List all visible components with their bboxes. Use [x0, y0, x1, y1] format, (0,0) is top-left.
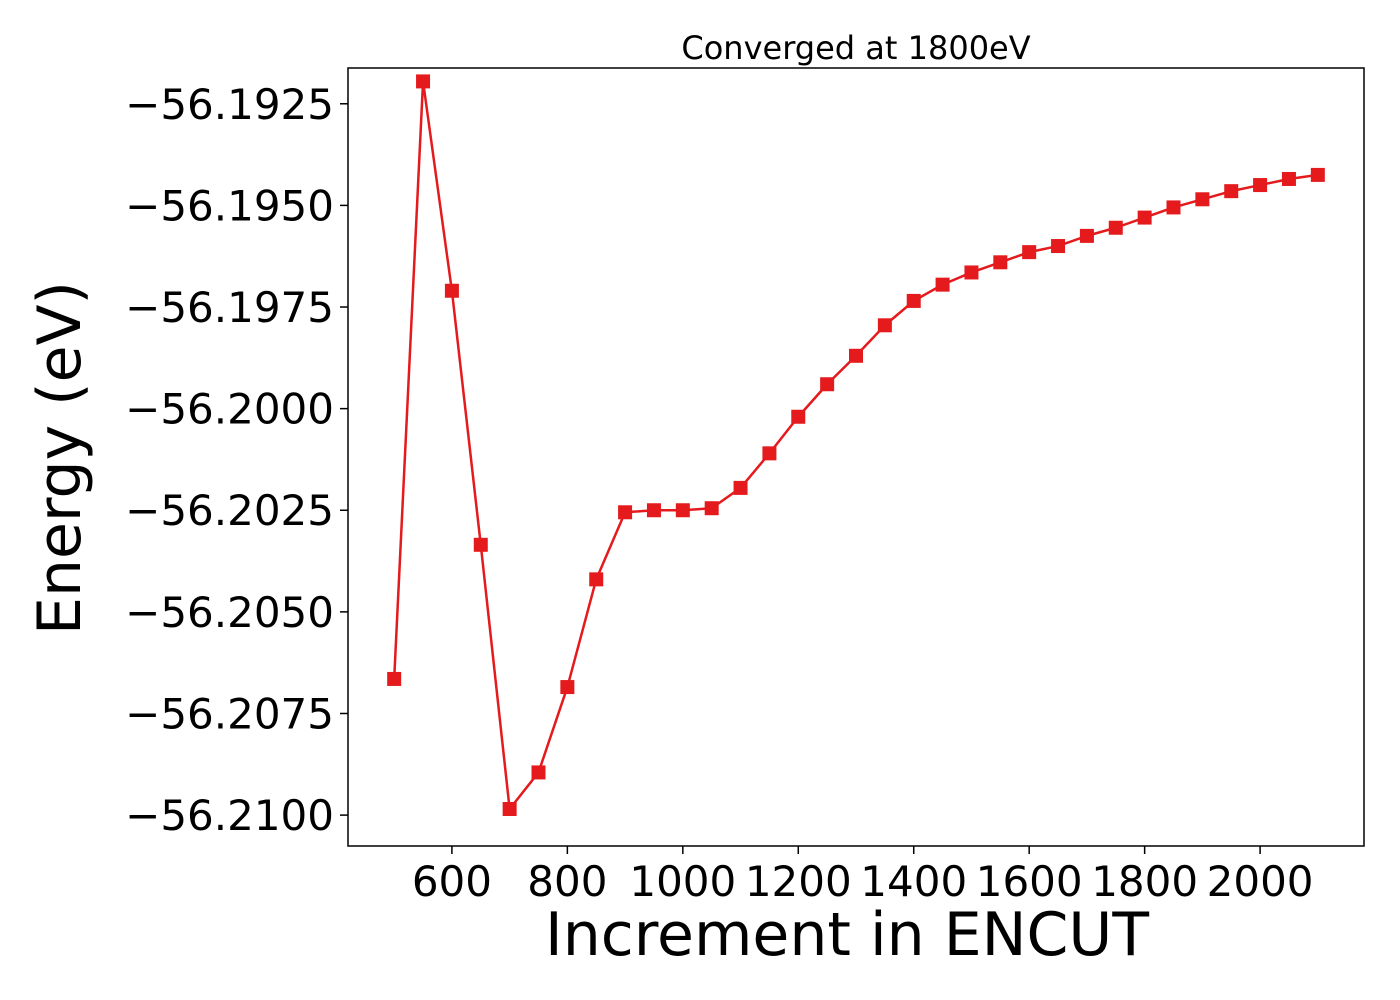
x-tick-label: 600: [412, 857, 492, 906]
data-point: [1051, 239, 1066, 254]
x-axis: 600 800 1000 1200 1400 1600 1800 2000: [412, 846, 1314, 906]
data-point: [618, 505, 633, 520]
y-tick-label: −56.2025: [125, 486, 334, 535]
x-tick-label: 1200: [745, 857, 852, 906]
x-tick-label: 800: [527, 857, 607, 906]
data-point: [704, 501, 719, 516]
y-tick-label: −56.1950: [125, 181, 334, 230]
data-point: [675, 503, 690, 518]
data-point: [1253, 178, 1268, 193]
data-point: [473, 537, 488, 552]
y-axis-label: Energy (eV): [25, 281, 95, 635]
data-point: [906, 293, 921, 308]
x-tick-label: 1400: [860, 857, 967, 906]
data-point: [820, 377, 835, 392]
x-tick-label: 2000: [1207, 857, 1314, 906]
y-tick-label: −56.1975: [125, 283, 334, 332]
x-axis-label: Increment in ENCUT: [545, 900, 1149, 970]
data-point: [1166, 200, 1181, 215]
data-point: [560, 680, 575, 695]
data-point: [791, 409, 806, 424]
data-point: [993, 255, 1008, 270]
data-point: [1281, 171, 1296, 186]
y-tick-label: −56.2075: [125, 689, 334, 738]
data-point: [762, 446, 777, 461]
data-point: [877, 318, 892, 333]
data-point: [1310, 167, 1325, 182]
data-point: [849, 348, 863, 363]
data-point: [1195, 192, 1210, 207]
plot-area: [387, 74, 1325, 817]
series-line: [392, 80, 1318, 811]
data-point: [387, 671, 402, 686]
plot-frame: [347, 67, 1365, 847]
data-point: [733, 480, 748, 495]
x-tick-label: 1000: [629, 857, 736, 906]
y-axis: −56.1925 −56.1950 −56.1975 −56.2000 −56.2025…: [125, 80, 348, 840]
data-point: [1137, 210, 1152, 225]
y-tick-label: −56.1925: [125, 80, 334, 129]
data-point: [1022, 245, 1037, 260]
y-tick-label: −56.2000: [125, 385, 334, 434]
x-tick-label: 1600: [976, 857, 1083, 906]
data-point: [444, 283, 459, 298]
data-point: [646, 503, 661, 518]
data-point: [502, 802, 517, 817]
y-tick-label: −56.2100: [125, 791, 334, 840]
data-point: [935, 277, 950, 292]
data-point: [531, 765, 546, 780]
data-point: [964, 265, 979, 280]
chart-title: Converged at 1800eV: [681, 29, 1030, 67]
data-point: [1079, 228, 1094, 243]
data-point: [1224, 184, 1239, 199]
data-point: [1108, 220, 1123, 235]
y-tick-label: −56.2050: [125, 588, 334, 637]
x-tick-label: 1800: [1091, 857, 1198, 906]
data-point: [589, 572, 604, 587]
data-point: [416, 74, 431, 89]
